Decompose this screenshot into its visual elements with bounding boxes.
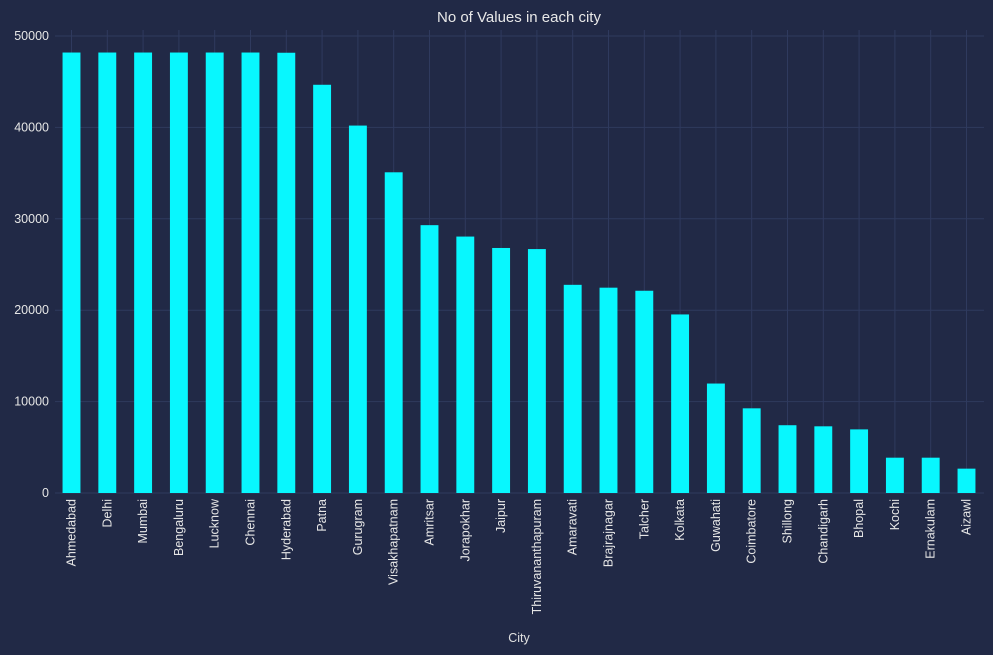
x-tick-label: Patna [315, 499, 329, 532]
bar-talcher [635, 290, 654, 493]
y-axis-ticks: 0 10000 20000 30000 40000 50000 [14, 29, 49, 500]
x-tick-label: Shillong [781, 499, 795, 544]
y-tick-label: 20000 [14, 303, 49, 317]
bar-kolkata [671, 314, 690, 493]
bar-chandigarh [814, 426, 833, 493]
bar-kochi [885, 457, 904, 493]
y-tick-label: 40000 [14, 120, 49, 134]
bar-guwahati [706, 383, 725, 493]
x-axis-ticks: Ahmedabad Delhi Mumbai Bengaluru Lucknow Chen… [65, 498, 974, 614]
bar-bengaluru [169, 52, 188, 494]
bar-thiruvananthapuram [527, 249, 546, 493]
bar-jaipur [492, 247, 511, 493]
x-tick-label: Talcher [637, 499, 651, 539]
x-tick-label: Brajrajnagar [602, 499, 616, 567]
y-tick-label: 50000 [14, 29, 49, 43]
grid-lines [55, 30, 984, 494]
x-tick-label: Delhi [100, 499, 114, 528]
bar-coimbatore [742, 408, 761, 493]
bar-ahmedabad [62, 52, 81, 494]
x-tick-label: Amaravati [566, 499, 580, 555]
y-tick-label: 10000 [14, 395, 49, 409]
bar-hyderabad [277, 52, 296, 494]
bar-bhopal [850, 429, 869, 493]
x-tick-label: Jorapokhar [458, 499, 472, 562]
x-tick-label: Ahmedabad [65, 499, 79, 566]
bar-lucknow [205, 52, 224, 494]
x-tick-label: Visakhapatnam [387, 499, 401, 585]
y-tick-label: 30000 [14, 212, 49, 226]
x-tick-label: Kolkata [673, 499, 687, 541]
x-tick-label: Kochi [888, 499, 902, 530]
x-tick-label: Hyderabad [279, 499, 293, 560]
x-tick-label: Bhopal [852, 499, 866, 538]
x-tick-label: Mumbai [136, 499, 150, 543]
bar-aizawl [957, 468, 976, 493]
chart-title: No of Values in each city [437, 9, 601, 26]
x-tick-label: Bengaluru [172, 499, 186, 556]
bar-mumbai [134, 52, 153, 494]
bar-visakhapatnam [384, 172, 403, 493]
x-tick-label: Amritsar [423, 499, 437, 546]
x-tick-label: Gurugram [351, 499, 365, 555]
y-tick-label: 0 [42, 486, 49, 500]
bar-shillong [778, 425, 797, 493]
x-tick-label: Aizawl [960, 499, 974, 535]
bars [62, 52, 976, 494]
x-tick-label: Jaipur [494, 499, 508, 533]
bar-gurugram [348, 125, 367, 494]
x-tick-label: Thiruvananthapuram [530, 499, 544, 614]
bar-patna [313, 84, 332, 493]
bar-amaravati [563, 284, 582, 493]
x-axis-label: City [508, 631, 530, 645]
bar-amritsar [420, 225, 439, 493]
x-tick-label: Lucknow [208, 498, 222, 548]
x-tick-label: Ernakulam [924, 499, 938, 559]
bar-chennai [241, 52, 260, 494]
x-tick-label: Guwahati [709, 499, 723, 552]
bar-ernakulam [921, 457, 940, 493]
bar-brajrajnagar [599, 287, 618, 493]
bar-jorapokhar [456, 236, 475, 493]
x-tick-label: Chandigarh [816, 499, 830, 564]
x-tick-label: Chennai [244, 499, 258, 546]
bar-delhi [98, 52, 117, 494]
x-tick-label: Coimbatore [745, 499, 759, 564]
